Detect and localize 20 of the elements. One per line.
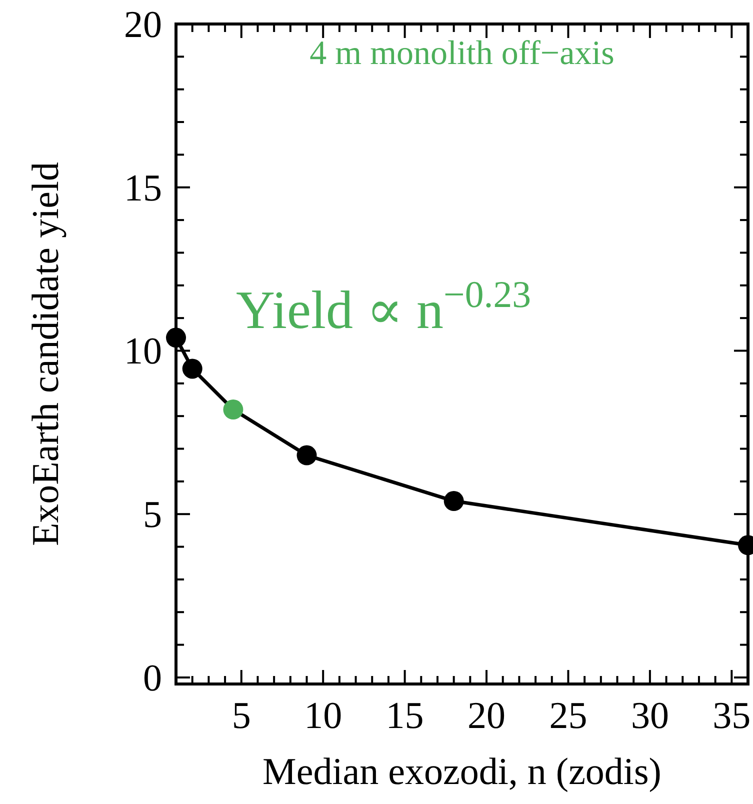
x-tick-label: 20 xyxy=(468,695,506,737)
y-tick-label: 20 xyxy=(124,4,162,46)
x-tick-label: 25 xyxy=(549,695,588,737)
annotation: Yield ∝ n$^{−0.23}$ xyxy=(236,274,532,340)
annotation: 4 m monolith off−axis xyxy=(310,35,614,72)
x-axis-title: Median exozodi, n (zodis) xyxy=(262,751,662,793)
x-tick-label: 35 xyxy=(712,695,751,737)
point xyxy=(296,445,317,466)
point xyxy=(444,491,464,512)
point xyxy=(182,358,202,379)
y-tick-label: 10 xyxy=(124,330,162,373)
x-tick-label: 5 xyxy=(232,695,251,737)
x-tick-label: 10 xyxy=(304,695,342,737)
y-axis-title: ExoEarth candidate yield xyxy=(25,162,67,546)
y-tick-label: 0 xyxy=(143,657,162,700)
x-tick-label: 15 xyxy=(386,695,424,737)
point xyxy=(223,400,244,420)
y-tick-label: 15 xyxy=(124,167,162,210)
y-tick-label: 5 xyxy=(143,494,162,536)
x-tick-label: 30 xyxy=(630,695,669,737)
